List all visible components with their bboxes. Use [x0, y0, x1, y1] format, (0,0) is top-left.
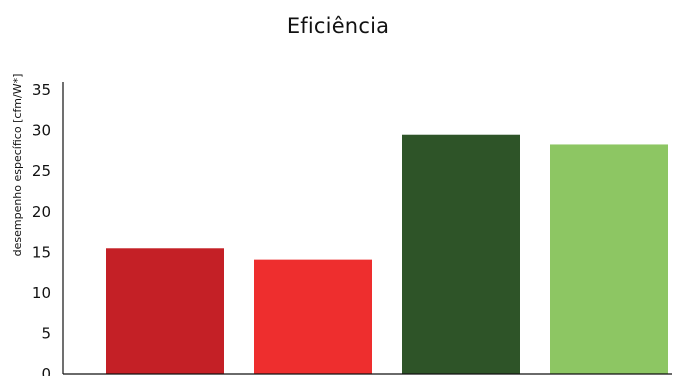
bar-4	[550, 144, 668, 374]
y-tick-label: 20	[32, 203, 51, 221]
y-tick-labels: 0 5 10 15 20 25 30 35	[32, 81, 51, 376]
y-tick-label: 25	[32, 162, 51, 180]
y-tick-label: 30	[32, 122, 51, 140]
y-tick-label: 0	[41, 365, 51, 376]
y-tick-label: 35	[32, 81, 51, 99]
y-axis-title: desempenho específico [cfm/W*]	[11, 74, 24, 257]
y-tick-label: 15	[32, 243, 51, 261]
bar-3	[402, 134, 520, 374]
y-tick-label: 5	[41, 324, 51, 342]
bar-2	[254, 259, 372, 374]
bar-1	[106, 248, 224, 374]
bars	[106, 134, 668, 374]
chart-title: Eficiência	[286, 14, 390, 38]
y-tick-label: 10	[32, 284, 51, 302]
